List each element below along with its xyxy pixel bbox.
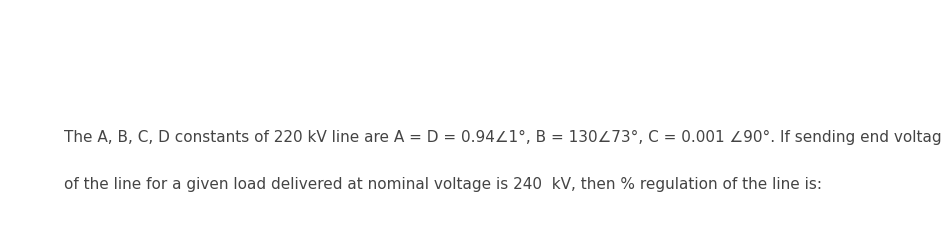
- Text: of the line for a given load delivered at nominal voltage is 240  kV, then % reg: of the line for a given load delivered a…: [64, 177, 822, 192]
- Text: The A, B, C, D constants of 220 kV line are A = D = 0.94∠1°, B = 130∠73°, C = 0.: The A, B, C, D constants of 220 kV line …: [64, 130, 942, 145]
